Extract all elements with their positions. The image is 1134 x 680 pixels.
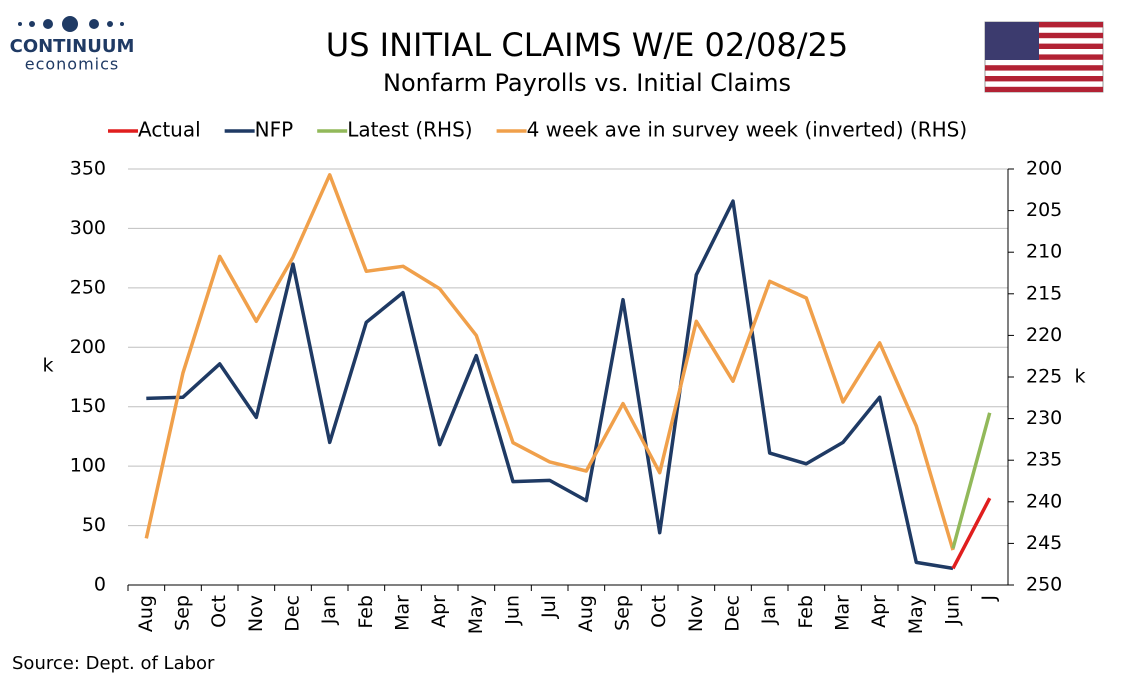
x-tick-label: Nov bbox=[245, 595, 267, 632]
x-tick-label: Jan bbox=[758, 595, 780, 625]
logo-tagline: economics bbox=[25, 55, 120, 74]
x-tick-label: Sep bbox=[612, 595, 634, 631]
y-tick-label: 300 bbox=[70, 217, 106, 239]
x-tick-label: Oct bbox=[648, 595, 670, 628]
x-tick-label: Nov bbox=[685, 595, 707, 632]
flag bbox=[984, 21, 1104, 93]
x-tick-label: Jun bbox=[942, 595, 964, 626]
y2-tick-label: 210 bbox=[1026, 241, 1062, 263]
chart-title: US INITIAL CLAIMS W/E 02/08/25 bbox=[326, 26, 848, 64]
x-tick-label: Aug bbox=[135, 595, 157, 632]
x-tick-label: Oct bbox=[208, 595, 230, 628]
y-axis-label: k bbox=[42, 355, 53, 377]
source: Source: Dept. of Labor bbox=[12, 653, 215, 674]
x-tick-label: Jun bbox=[502, 595, 524, 626]
x-tick-label: May bbox=[465, 595, 487, 634]
y2-axis-label: k bbox=[1074, 366, 1085, 388]
y2-tick-label: 240 bbox=[1026, 490, 1062, 512]
logo-name: CONTINUUM bbox=[10, 36, 135, 57]
legend-label: Latest (RHS) bbox=[347, 118, 472, 142]
y2-tick-label: 205 bbox=[1026, 199, 1062, 221]
x-tick-label: Jul bbox=[538, 595, 560, 619]
y-tick-label: 100 bbox=[70, 455, 106, 477]
chart-subtitle: Nonfarm Payrolls vs. Initial Claims bbox=[383, 69, 791, 97]
y-tick-label: 350 bbox=[70, 158, 106, 180]
x-tick-label: Dec bbox=[722, 595, 744, 632]
series-line bbox=[144, 173, 955, 551]
series-line bbox=[951, 497, 992, 570]
x-tick-label: Apr bbox=[868, 595, 890, 628]
y2-tick-label: 230 bbox=[1026, 407, 1062, 429]
x-tick-label: Apr bbox=[428, 595, 450, 628]
x-tick-label: Dec bbox=[282, 595, 304, 632]
y-tick-label: 0 bbox=[94, 574, 106, 596]
x-tick-label: Mar bbox=[392, 595, 414, 631]
y-tick-label: 150 bbox=[70, 395, 106, 417]
x-tick-label: Feb bbox=[355, 595, 377, 629]
legend-label: Actual bbox=[138, 118, 201, 142]
x-tick-label: Sep bbox=[172, 595, 194, 631]
y-tick-label: 250 bbox=[70, 276, 106, 298]
y2-tick-label: 215 bbox=[1026, 282, 1062, 304]
y-tick-label: 50 bbox=[82, 514, 106, 536]
y2-tick-label: 245 bbox=[1026, 532, 1062, 554]
x-tick-label: Aug bbox=[575, 595, 597, 632]
y2-tick-label: 200 bbox=[1026, 158, 1062, 180]
y2-tick-label: 225 bbox=[1026, 366, 1062, 388]
x-tick-label: May bbox=[905, 595, 927, 634]
y2-tick-label: 235 bbox=[1026, 449, 1062, 471]
x-tick-label: Feb bbox=[795, 595, 817, 629]
x-tick-label: J bbox=[978, 595, 1000, 602]
logo: CONTINUUM economics bbox=[10, 16, 135, 74]
y-tick-label: 200 bbox=[70, 336, 106, 358]
series-line bbox=[146, 199, 954, 571]
y2-tick-label: 220 bbox=[1026, 324, 1062, 346]
series-line bbox=[951, 412, 992, 549]
legend-label: 4 week ave in survey week (inverted) (RH… bbox=[527, 118, 968, 142]
legend-label: NFP bbox=[255, 118, 294, 142]
y2-tick-label: 250 bbox=[1026, 574, 1062, 596]
x-tick-label: Mar bbox=[832, 595, 854, 631]
x-tick-label: Jan bbox=[318, 595, 340, 625]
